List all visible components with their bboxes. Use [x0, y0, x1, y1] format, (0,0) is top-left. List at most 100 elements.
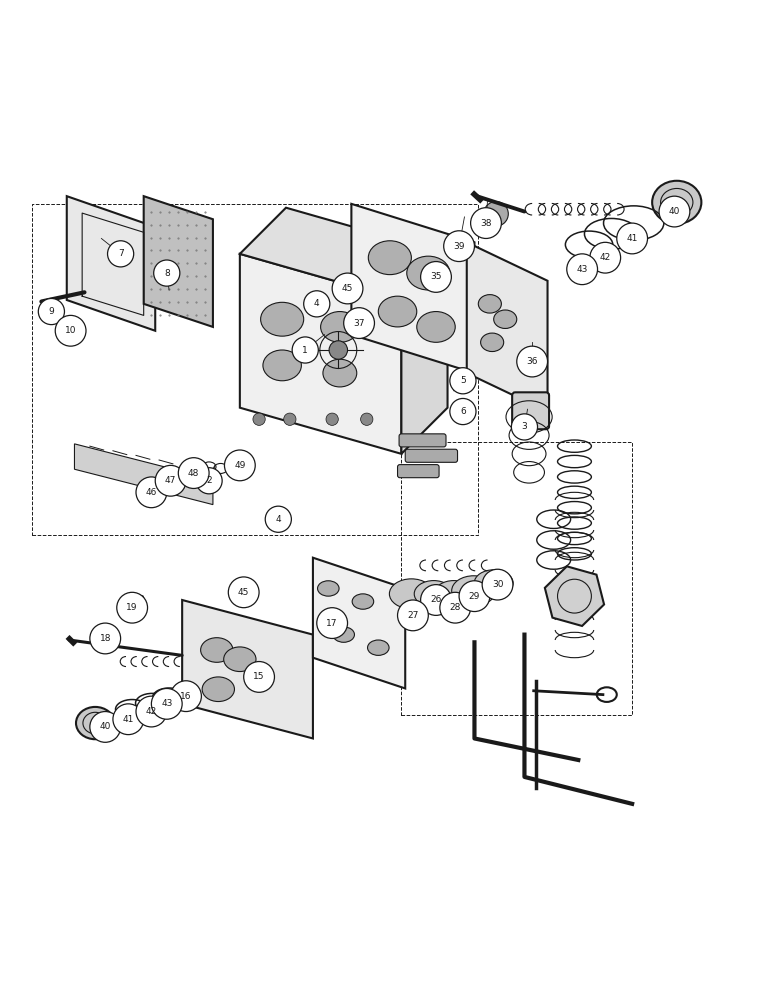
Text: 47: 47	[165, 476, 176, 485]
Text: 46: 46	[146, 488, 157, 497]
Ellipse shape	[333, 627, 354, 642]
Circle shape	[292, 337, 318, 363]
Ellipse shape	[261, 302, 303, 336]
Text: 1: 1	[303, 346, 308, 355]
Text: 40: 40	[100, 722, 111, 731]
Text: 28: 28	[449, 603, 461, 612]
Circle shape	[590, 242, 621, 273]
Text: 7: 7	[118, 249, 124, 258]
Circle shape	[567, 254, 598, 285]
Ellipse shape	[320, 312, 359, 342]
Circle shape	[266, 506, 291, 532]
Circle shape	[317, 608, 347, 638]
Text: 39: 39	[453, 242, 465, 251]
Circle shape	[617, 223, 648, 254]
Circle shape	[398, 600, 428, 631]
Text: 17: 17	[327, 619, 338, 628]
Circle shape	[90, 623, 120, 654]
Ellipse shape	[474, 570, 513, 596]
Text: 42: 42	[146, 707, 157, 716]
Circle shape	[171, 681, 201, 712]
Ellipse shape	[452, 576, 496, 606]
Circle shape	[196, 468, 222, 494]
Circle shape	[303, 291, 330, 317]
FancyBboxPatch shape	[405, 449, 458, 462]
Circle shape	[459, 581, 490, 612]
Ellipse shape	[202, 677, 235, 702]
Text: 40: 40	[669, 207, 680, 216]
Text: 27: 27	[408, 611, 418, 620]
Circle shape	[155, 465, 186, 496]
Circle shape	[511, 414, 537, 440]
Ellipse shape	[263, 350, 301, 381]
Ellipse shape	[652, 181, 702, 224]
Ellipse shape	[224, 647, 256, 672]
Ellipse shape	[352, 594, 374, 609]
Text: 30: 30	[492, 580, 503, 589]
FancyBboxPatch shape	[398, 465, 439, 478]
Text: 4: 4	[276, 515, 281, 524]
Text: 42: 42	[600, 253, 611, 262]
Ellipse shape	[389, 579, 433, 609]
Circle shape	[329, 341, 347, 359]
FancyBboxPatch shape	[512, 392, 549, 429]
Text: 45: 45	[342, 284, 354, 293]
Circle shape	[151, 688, 182, 719]
Circle shape	[450, 398, 476, 425]
Text: 38: 38	[480, 219, 492, 228]
Circle shape	[471, 208, 501, 238]
Text: 6: 6	[460, 407, 466, 416]
Circle shape	[440, 592, 471, 623]
Text: 49: 49	[234, 461, 245, 470]
Text: 45: 45	[238, 588, 249, 597]
Ellipse shape	[367, 640, 389, 655]
Ellipse shape	[417, 312, 455, 342]
Polygon shape	[240, 254, 401, 454]
Circle shape	[361, 413, 373, 425]
Circle shape	[39, 298, 65, 325]
Text: 43: 43	[577, 265, 587, 274]
Ellipse shape	[323, 359, 357, 387]
Circle shape	[326, 413, 338, 425]
Ellipse shape	[378, 296, 417, 327]
Ellipse shape	[317, 581, 339, 596]
Circle shape	[244, 662, 275, 692]
Polygon shape	[182, 600, 313, 738]
Circle shape	[107, 241, 134, 267]
Ellipse shape	[368, 241, 411, 275]
Text: 41: 41	[626, 234, 638, 243]
Circle shape	[484, 202, 508, 226]
Text: 9: 9	[49, 307, 54, 316]
Circle shape	[332, 273, 363, 304]
Circle shape	[113, 704, 144, 735]
Circle shape	[344, 308, 374, 338]
Circle shape	[421, 585, 452, 615]
Ellipse shape	[481, 333, 503, 352]
Ellipse shape	[415, 581, 453, 607]
Text: 8: 8	[164, 269, 170, 278]
Text: 41: 41	[123, 715, 134, 724]
Text: 26: 26	[430, 595, 442, 604]
Text: 4: 4	[314, 299, 320, 308]
Ellipse shape	[76, 707, 114, 739]
Polygon shape	[313, 558, 405, 688]
Circle shape	[450, 368, 476, 394]
Circle shape	[56, 315, 86, 346]
Circle shape	[421, 262, 452, 292]
Text: 36: 36	[527, 357, 538, 366]
Circle shape	[136, 696, 167, 727]
Circle shape	[229, 577, 259, 608]
Circle shape	[253, 413, 266, 425]
Text: 29: 29	[469, 592, 480, 601]
Text: 10: 10	[65, 326, 76, 335]
Circle shape	[178, 458, 209, 488]
Polygon shape	[467, 242, 547, 412]
Polygon shape	[240, 208, 448, 300]
Ellipse shape	[201, 638, 233, 662]
Polygon shape	[66, 196, 155, 331]
Circle shape	[225, 450, 256, 481]
Text: 3: 3	[522, 422, 527, 431]
Text: 18: 18	[100, 634, 111, 643]
Text: 48: 48	[188, 469, 199, 478]
Text: 5: 5	[460, 376, 466, 385]
